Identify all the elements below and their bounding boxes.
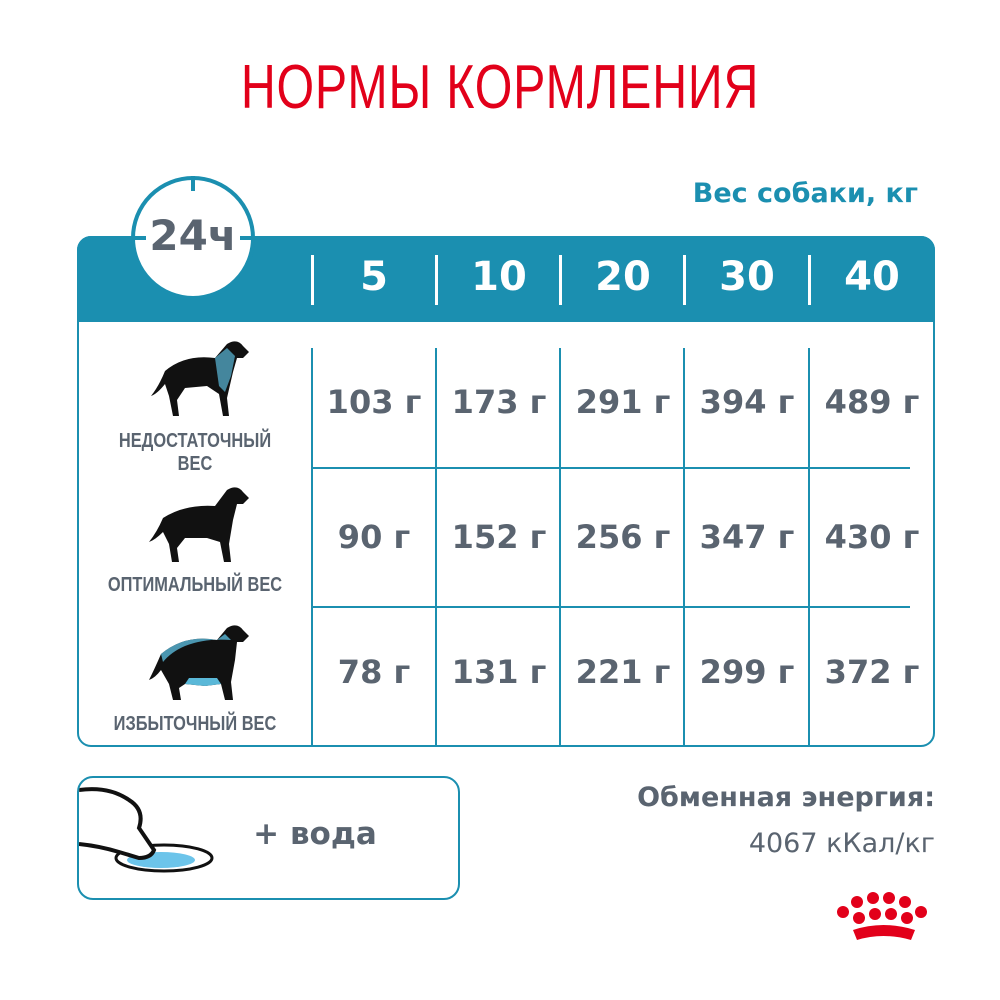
water-label: + вода <box>253 816 377 852</box>
weight-column-header: 40 <box>844 254 900 300</box>
column-divider <box>808 348 810 745</box>
table-cell: 256 г <box>575 518 671 556</box>
column-divider <box>559 348 561 745</box>
column-divider <box>683 348 685 745</box>
header-divider <box>311 255 314 305</box>
row-label: ИЗБЫТОЧНЫЙ ВЕС <box>113 713 277 735</box>
clock-24h-icon <box>131 176 255 300</box>
table-cell: 347 г <box>699 518 795 556</box>
header-divider <box>683 255 686 305</box>
table-cell: 291 г <box>575 383 671 421</box>
header-divider <box>559 255 562 305</box>
table-cell: 90 г <box>337 518 411 556</box>
table-cell: 131 г <box>451 653 547 691</box>
optimal-weight-dog-icon <box>149 487 249 562</box>
table-cell: 152 г <box>451 518 547 556</box>
page-title: НОРМЫ КОРМЛЕНИЯ <box>240 53 760 122</box>
header-divider <box>808 255 811 305</box>
crown-logo-icon <box>837 892 927 940</box>
table-cell: 173 г <box>451 383 547 421</box>
weight-column-header: 5 <box>360 254 388 300</box>
energy-label: Обменная энергия: <box>637 782 935 813</box>
underweight-dog-icon <box>151 341 249 416</box>
table-cell: 103 г <box>326 383 422 421</box>
row-divider <box>312 467 910 469</box>
overweight-dog-icon <box>149 625 249 700</box>
water-box <box>77 776 460 900</box>
weight-column-header: 20 <box>595 254 651 300</box>
table-cell: 299 г <box>699 653 795 691</box>
table-cell: 78 г <box>337 653 411 691</box>
column-divider <box>435 348 437 745</box>
energy-value: 4067 кКал/кг <box>748 828 935 859</box>
weight-column-header: 30 <box>719 254 775 300</box>
table-cell: 221 г <box>575 653 671 691</box>
header-divider <box>435 255 438 305</box>
column-divider <box>311 348 313 745</box>
table-cell: 489 г <box>824 383 920 421</box>
row-divider <box>312 606 910 608</box>
table-cell: 372 г <box>824 653 920 691</box>
dog-weight-header: Вес собаки, кг <box>692 178 918 209</box>
row-label: ОПТИМАЛЬНЫЙ ВЕС <box>107 574 283 596</box>
clock-label: 24ч <box>149 211 237 260</box>
dog-drinking-water-icon <box>79 787 214 873</box>
weight-column-header: 10 <box>471 254 527 300</box>
table-cell: 430 г <box>824 518 920 556</box>
table-cell: 394 г <box>699 383 795 421</box>
row-label: НЕДОСТАТОЧНЫЙ ВЕС <box>118 430 272 475</box>
